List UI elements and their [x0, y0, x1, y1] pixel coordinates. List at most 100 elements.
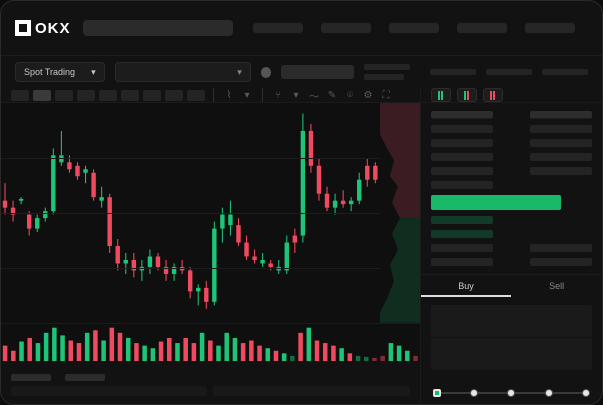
- ob-cell-price-9: [431, 258, 493, 266]
- header-bar: OKX: [1, 1, 602, 56]
- spot-trading-dropdown[interactable]: Spot Trading ▾: [15, 62, 105, 82]
- ob-cell-price-7: [431, 230, 493, 238]
- trendline-icon[interactable]: ⌇: [222, 88, 236, 102]
- view-icon-mixed[interactable]: [457, 88, 477, 102]
- ob-row-9: [431, 258, 592, 266]
- footer-tab-trading-data[interactable]: [65, 374, 105, 381]
- main-content-area: ⌇ ▾ ⑂ ▾ 〜 ✎ ⌾ ⚙ ⛶: [1, 88, 602, 405]
- buy-tab[interactable]: Buy: [421, 275, 512, 297]
- chevron-down-icon: ▾: [91, 67, 96, 78]
- stat-group-1: [364, 64, 410, 80]
- timeframe-btn-0[interactable]: [11, 90, 29, 101]
- toolbar-divider-2: [262, 88, 263, 102]
- stat-label-4: [542, 69, 588, 75]
- pair-dropdown-label: Spot Trading: [24, 67, 75, 77]
- stat-label-3: [486, 69, 532, 75]
- indicator-icon[interactable]: ⑂: [271, 88, 285, 102]
- slider-track: [433, 392, 590, 394]
- status-indicator-dot: [261, 67, 272, 78]
- timeframe-btn-1[interactable]: [33, 90, 51, 101]
- subheader-bar: Spot Trading ▾ ▾: [1, 56, 602, 88]
- nav-item-1[interactable]: [321, 23, 371, 33]
- wave-icon[interactable]: 〜: [307, 88, 321, 102]
- chart-info-boxes: [1, 386, 420, 405]
- timeframe-btn-3[interactable]: [77, 90, 95, 101]
- timeframe-btn-6[interactable]: [143, 90, 161, 101]
- timeframe-btn-7[interactable]: [165, 90, 183, 101]
- ob-cell-price-8: [431, 244, 493, 252]
- stat-label-1: [364, 64, 410, 70]
- orderbook-view-toggle: [421, 88, 602, 103]
- fullscreen-icon[interactable]: ⛶: [379, 88, 393, 102]
- app-window: OKX Spot Trading ▾ ▾: [0, 0, 603, 405]
- ob-cell-price-2: [431, 139, 493, 147]
- view-icon-green[interactable]: [431, 88, 451, 102]
- timeframe-btn-5[interactable]: [121, 90, 139, 101]
- volume-svg: [1, 324, 420, 361]
- slider-dot-2[interactable]: [507, 389, 515, 397]
- timeframe-btn-4[interactable]: [99, 90, 117, 101]
- grid-line-2: [1, 213, 420, 214]
- grid-line-1: [1, 158, 420, 159]
- ob-cell-price-3: [431, 153, 493, 161]
- ob-row-6: [431, 216, 592, 224]
- timeframe-btn-2[interactable]: [55, 90, 73, 101]
- depth-chart-overlay: [380, 103, 420, 323]
- okx-logo-text: OKX: [35, 20, 71, 37]
- info-box-right: [213, 386, 409, 396]
- view-icon-red[interactable]: [483, 88, 503, 102]
- ob-cell-amount-8: [530, 244, 592, 252]
- slider-dot-4[interactable]: [582, 389, 590, 397]
- ob-cell-price-6: [431, 216, 493, 224]
- chart-column: ⌇ ▾ ⑂ ▾ 〜 ✎ ⌾ ⚙ ⛶: [1, 88, 420, 405]
- camera-icon[interactable]: ⌾: [343, 88, 357, 102]
- nav-item-0[interactable]: [253, 23, 303, 33]
- chevron-icon[interactable]: ▾: [240, 88, 254, 102]
- chart-footer-tabs: [1, 361, 420, 386]
- order-entry-panel: Buy Sell: [420, 88, 602, 405]
- sell-tab[interactable]: Sell: [511, 275, 602, 297]
- ob-row-3: [431, 153, 592, 161]
- ob-cell-price-1: [431, 125, 493, 133]
- ob-cell-amount-3: [530, 153, 592, 161]
- stat-group-3: [486, 69, 532, 75]
- buy-sell-tabs: Buy Sell: [421, 274, 602, 297]
- info-box-left: [11, 386, 207, 396]
- ob-cell-amount-4: [530, 167, 592, 175]
- price-input-box[interactable]: [431, 305, 592, 337]
- candlestick-chart[interactable]: [1, 103, 420, 323]
- nav-item-2[interactable]: [389, 23, 439, 33]
- order-input-fields: [421, 297, 602, 378]
- ob-header-price: [431, 111, 493, 119]
- pencil-icon[interactable]: ✎: [325, 88, 339, 102]
- leverage-slider[interactable]: [421, 378, 602, 394]
- ob-row-2: [431, 139, 592, 147]
- nav-item-4[interactable]: [525, 23, 575, 33]
- ob-header-amount: [530, 111, 592, 119]
- ob-cell-amount-1: [530, 125, 592, 133]
- ob-current-price-highlight: [431, 195, 561, 210]
- slider-dot-0[interactable]: [433, 389, 441, 397]
- timeframe-btn-8[interactable]: [187, 90, 205, 101]
- ob-cell-price-4: [431, 167, 493, 175]
- search-bar[interactable]: [83, 20, 233, 36]
- settings-icon[interactable]: ⚙: [361, 88, 375, 102]
- grid-line-3: [1, 268, 420, 269]
- chevron-icon-2[interactable]: ▾: [289, 88, 303, 102]
- slider-dot-3[interactable]: [545, 389, 553, 397]
- orderbook-rows-container: [421, 103, 602, 274]
- chevron-down-icon-2: ▾: [237, 67, 242, 78]
- okx-logo-icon: [15, 20, 31, 36]
- symbol-dropdown[interactable]: ▾: [115, 62, 251, 82]
- ob-row-1: [431, 125, 592, 133]
- footer-tab-overview[interactable]: [11, 374, 51, 381]
- slider-dot-1[interactable]: [470, 389, 478, 397]
- stat-group-2: [430, 69, 476, 75]
- nav-item-3[interactable]: [457, 23, 507, 33]
- ob-cell-amount-2: [530, 139, 592, 147]
- okx-logo: OKX: [15, 20, 71, 37]
- volume-chart[interactable]: [1, 323, 420, 361]
- stat-value-1: [364, 74, 404, 80]
- amount-input-box[interactable]: [431, 338, 592, 370]
- stat-label-2: [430, 69, 476, 75]
